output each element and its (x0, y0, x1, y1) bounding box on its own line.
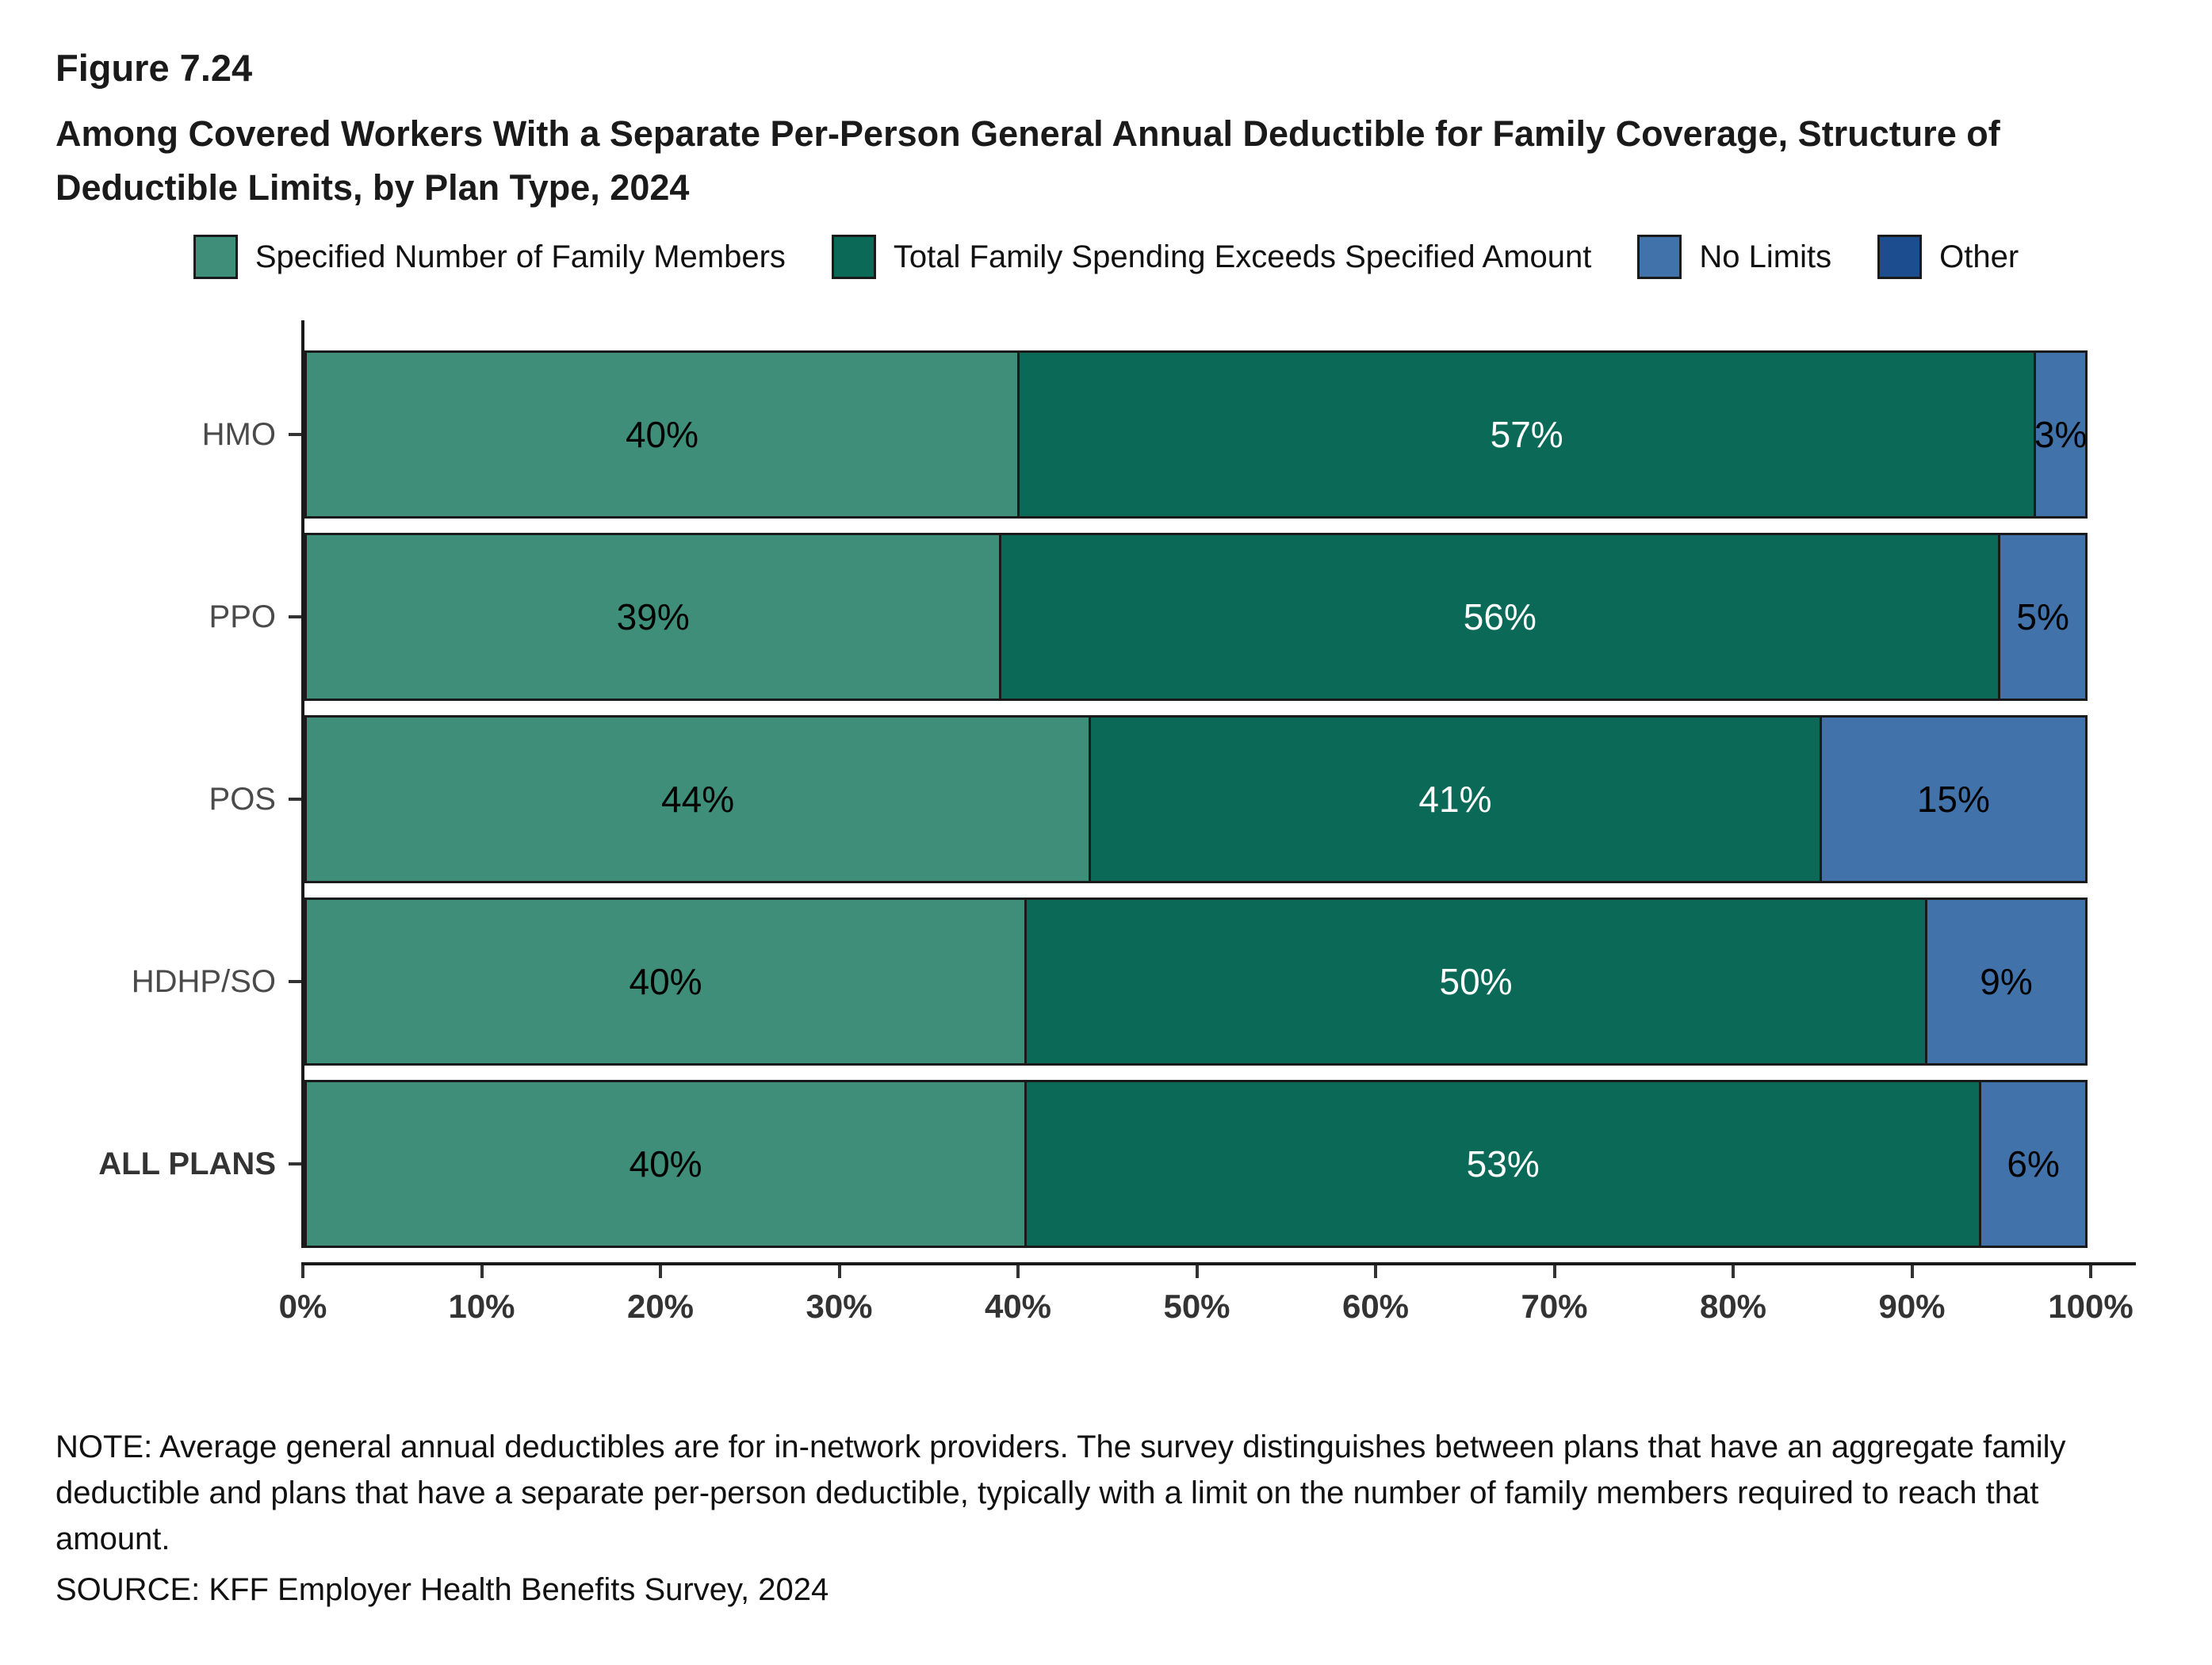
x-axis-tick-label: 50% (1163, 1288, 1230, 1325)
source-text: SOURCE: KFF Employer Health Benefits Sur… (55, 1572, 829, 1607)
bar-value-label: 57% (1490, 414, 1563, 455)
bar-value-label: 15% (1916, 779, 1990, 820)
y-axis-label-text: PPO (209, 599, 276, 634)
y-axis-label: PPO (55, 533, 301, 701)
y-axis-label-text: HDHP/SO (131, 963, 276, 999)
bar-value-label: 39% (616, 596, 690, 637)
bar-segment: 3% (2034, 350, 2088, 519)
bar-value-label: 3% (2034, 414, 2088, 455)
x-axis-tick-label: 100% (2048, 1288, 2134, 1325)
x-axis-tick (480, 1265, 484, 1278)
bar-segment: 53% (1024, 1080, 1982, 1248)
legend-label: Total Family Spending Exceeds Specified … (893, 239, 1592, 274)
bar-value-label: 50% (1439, 961, 1513, 1002)
y-axis-label: HDHP/SO (55, 898, 301, 1066)
x-axis-tick (1552, 1265, 1556, 1278)
x-axis-tick-label: 20% (626, 1288, 695, 1325)
bar-value-label: 6% (2007, 1143, 2060, 1185)
legend-item: Specified Number of Family Members (193, 235, 786, 279)
y-axis-label: HMO (55, 350, 301, 519)
y-axis-tick (289, 615, 301, 618)
x-axis-tick-label: 40% (984, 1288, 1052, 1325)
legend-swatch (193, 235, 238, 279)
y-axis-label-text: POS (209, 781, 276, 817)
plot-upper: 40% 57% 3% 39% 56% 5% 44% 41% 15% 40% 50% 9% 40% 53% 6… (301, 320, 2157, 1248)
y-axis-label-text: ALL PLANS (98, 1146, 276, 1181)
bar-segment: 50% (1024, 898, 1927, 1066)
legend-swatch (831, 235, 876, 279)
y-axis-label: POS (55, 715, 301, 883)
bar-value-label: 5% (2016, 596, 2069, 637)
bar-segment: 44% (304, 715, 1092, 883)
figure-title: Among Covered Workers With a Separate Pe… (55, 113, 2000, 208)
legend-item: No Limits (1637, 235, 1831, 279)
note-text: NOTE: Average general annual deductibles… (55, 1430, 2066, 1556)
x-axis-tick (1016, 1265, 1020, 1278)
y-axis-tick (289, 1162, 301, 1166)
legend-item: Other (1877, 235, 2019, 279)
y-axis-labels: HMO PPO POS HDHP/SO ALL PLANS (55, 320, 301, 1342)
x-axis-tick (837, 1265, 841, 1278)
bar-segment: 40% (304, 898, 1028, 1066)
x-axis-line (301, 1262, 2136, 1265)
bar-value-label: 40% (629, 961, 702, 1002)
x-axis-tick (1374, 1265, 1377, 1278)
bar-row: 40% 50% 9% (304, 898, 2092, 1066)
y-axis-label-text: HMO (201, 416, 276, 452)
x-axis-tick-label: 10% (448, 1288, 515, 1325)
x-axis-tick (659, 1265, 662, 1278)
bar-segment: 40% (304, 1080, 1028, 1248)
bar-row: 40% 53% 6% (304, 1080, 2092, 1248)
legend-item: Total Family Spending Exceeds Specified … (831, 235, 1592, 279)
y-axis-tick (289, 798, 301, 801)
x-axis-tick-label: 0% (278, 1288, 327, 1325)
x-axis-tick-label: 80% (1699, 1288, 1767, 1325)
chart-legend: Specified Number of Family Members Total … (55, 235, 2157, 279)
bar-value-label: 40% (625, 414, 699, 455)
bar-segment: 5% (1998, 533, 2088, 701)
x-axis-tick (301, 1265, 304, 1278)
legend-label: Specified Number of Family Members (254, 239, 786, 274)
x-axis-tick-label: 70% (1521, 1288, 1588, 1325)
x-axis-tick-label: 90% (1878, 1288, 1946, 1325)
x-axis: 0% 10% 20% 30% 40% 50% 60% 70% 80% 90% 100% (279, 1265, 2134, 1342)
x-axis-tick (2089, 1265, 2092, 1278)
legend-label: Other (1939, 239, 2019, 274)
bar-rows: 40% 57% 3% 39% 56% 5% 44% 41% 15% 40% 50% 9% 40% 53% 6… (304, 350, 2092, 1248)
legend-swatch (1637, 235, 1682, 279)
x-axis-tick (1195, 1265, 1199, 1278)
y-axis-tick (289, 980, 301, 983)
bar-segment: 9% (1924, 898, 2088, 1066)
bar-row: 44% 41% 15% (304, 715, 2092, 883)
bar-value-label: 9% (1980, 961, 2033, 1002)
bar-value-label: 53% (1466, 1143, 1540, 1185)
bar-row: 39% 56% 5% (304, 533, 2092, 701)
bar-value-label: 41% (1418, 779, 1492, 820)
legend-swatch (1877, 235, 1923, 279)
bar-segment: 41% (1089, 715, 1822, 883)
bar-segment: 57% (1017, 350, 2037, 519)
bar-segment: 56% (999, 533, 2001, 701)
bar-value-label: 40% (629, 1143, 702, 1185)
y-axis-label: ALL PLANS (55, 1080, 301, 1248)
stacked-bar-chart: HMO PPO POS HDHP/SO ALL PLANS 40% 57% 3% 39% 56%… (55, 320, 2157, 1342)
plot-area: 40% 57% 3% 39% 56% 5% 44% 41% 15% 40% 50% 9% 40% 53% 6… (279, 320, 2157, 1342)
bar-value-label: 56% (1463, 596, 1537, 637)
bar-segment: 6% (1979, 1080, 2088, 1248)
bar-segment: 40% (304, 350, 1020, 519)
figure-number: Figure 7.24 (55, 47, 253, 89)
bar-value-label: 44% (661, 779, 735, 820)
footer-notes: NOTE: Average general annual deductibles… (55, 1424, 2141, 1613)
x-axis-tick-label: 30% (806, 1288, 873, 1325)
bar-segment: 39% (304, 533, 1002, 701)
x-axis-tick (1732, 1265, 1735, 1278)
legend-label: No Limits (1699, 239, 1832, 274)
x-axis-tick (1910, 1265, 1914, 1278)
x-axis-tick-label: 60% (1341, 1288, 1410, 1325)
bar-segment: 15% (1819, 715, 2088, 883)
bar-row: 40% 57% 3% (304, 350, 2092, 519)
y-axis-tick (289, 433, 301, 436)
